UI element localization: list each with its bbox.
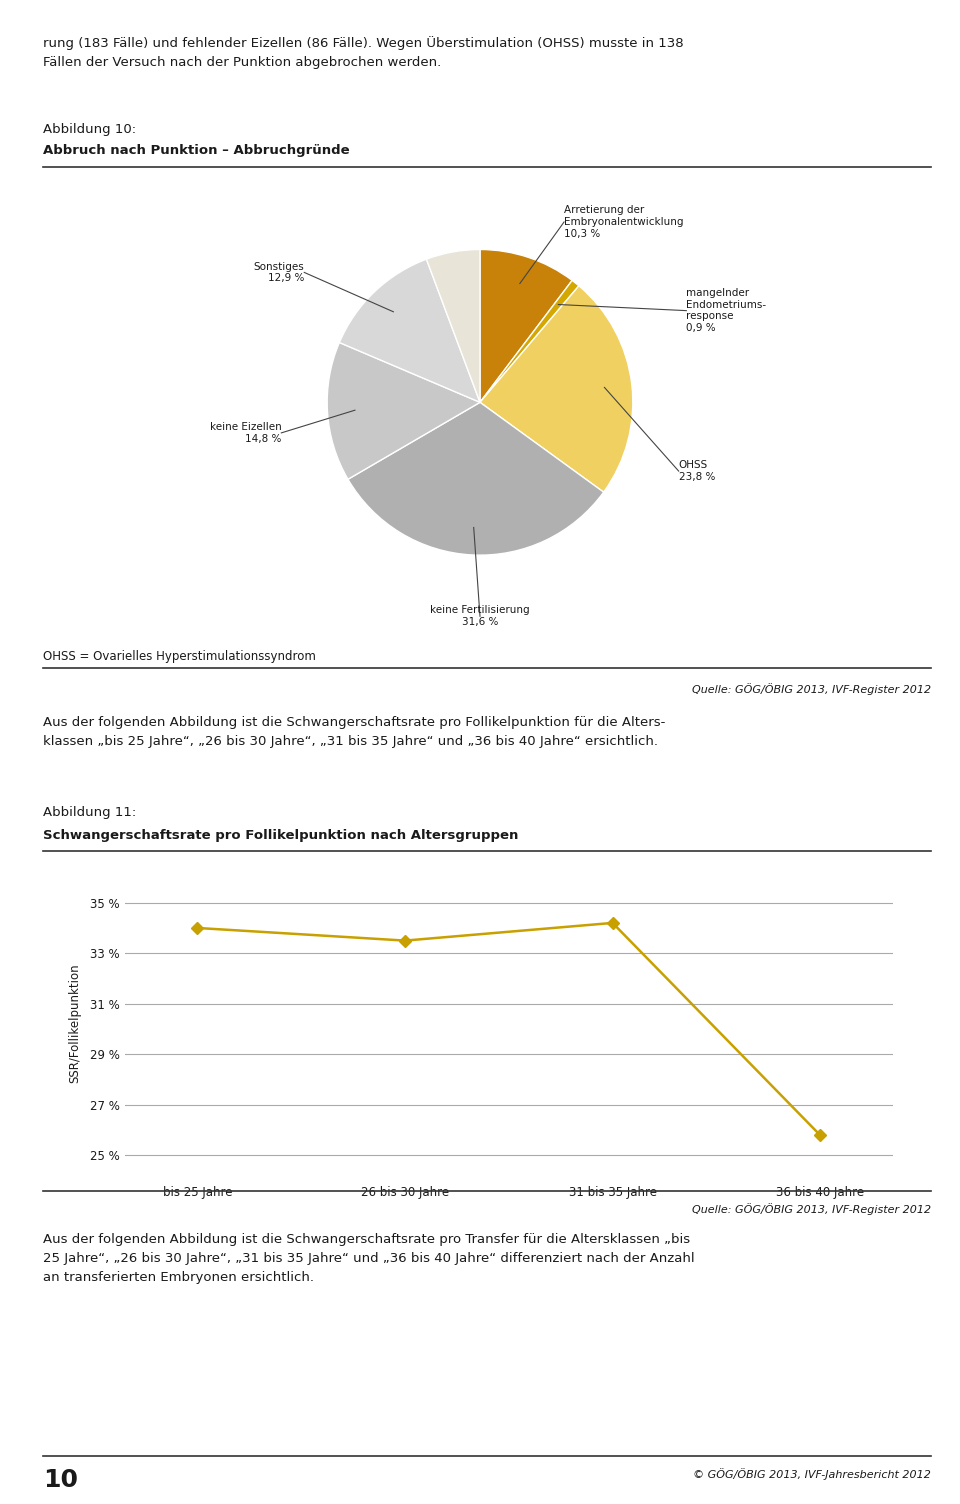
Text: OHSS = Ovarielles Hyperstimulationssyndrom: OHSS = Ovarielles Hyperstimulationssyndr… — [43, 650, 316, 663]
Text: Schwangerschaftsrate pro Follikelpunktion nach Altersgruppen: Schwangerschaftsrate pro Follikelpunktio… — [43, 829, 518, 842]
Text: Abbildung 10:: Abbildung 10: — [43, 123, 136, 137]
Text: Abbruch nach Punktion – Abbruchgründe: Abbruch nach Punktion – Abbruchgründe — [43, 144, 349, 158]
Text: keine Fertilisierung
31,6 %: keine Fertilisierung 31,6 % — [430, 606, 530, 627]
Wedge shape — [480, 280, 579, 403]
Text: mangelnder
Endometriums-
response
0,9 %: mangelnder Endometriums- response 0,9 % — [686, 289, 766, 332]
Text: Arretierung der
Embryonalentwicklung
10,3 %: Arretierung der Embryonalentwicklung 10,… — [564, 206, 684, 239]
Text: © GÖG/ÖBIG 2013, IVF-Jahresbericht 2012: © GÖG/ÖBIG 2013, IVF-Jahresbericht 2012 — [693, 1468, 931, 1480]
Text: Aus der folgenden Abbildung ist die Schwangerschaftsrate pro Follikelpunktion fü: Aus der folgenden Abbildung ist die Schw… — [43, 716, 665, 747]
Y-axis label: SSR/Follikelpunktion: SSR/Follikelpunktion — [69, 963, 82, 1083]
Text: rung (183 Fälle) und fehlender Eizellen (86 Fälle). Wegen Überstimulation (OHSS): rung (183 Fälle) und fehlender Eizellen … — [43, 36, 684, 69]
Wedge shape — [327, 343, 480, 480]
Wedge shape — [348, 403, 604, 555]
Wedge shape — [426, 250, 480, 403]
Text: 10: 10 — [43, 1468, 78, 1492]
Text: Quelle: GÖG/ÖBIG 2013, IVF-Register 2012: Quelle: GÖG/ÖBIG 2013, IVF-Register 2012 — [692, 683, 931, 695]
Text: keine Eizellen
14,8 %: keine Eizellen 14,8 % — [209, 423, 281, 444]
Text: Sonstiges
12,9 %: Sonstiges 12,9 % — [253, 262, 304, 283]
Wedge shape — [480, 250, 572, 403]
Text: OHSS
23,8 %: OHSS 23,8 % — [679, 460, 715, 481]
Wedge shape — [480, 286, 633, 492]
Wedge shape — [340, 259, 480, 403]
Text: Abbildung 11:: Abbildung 11: — [43, 806, 136, 820]
Text: Quelle: GÖG/ÖBIG 2013, IVF-Register 2012: Quelle: GÖG/ÖBIG 2013, IVF-Register 2012 — [692, 1203, 931, 1215]
Text: Aus der folgenden Abbildung ist die Schwangerschaftsrate pro Transfer für die Al: Aus der folgenden Abbildung ist die Schw… — [43, 1233, 695, 1284]
